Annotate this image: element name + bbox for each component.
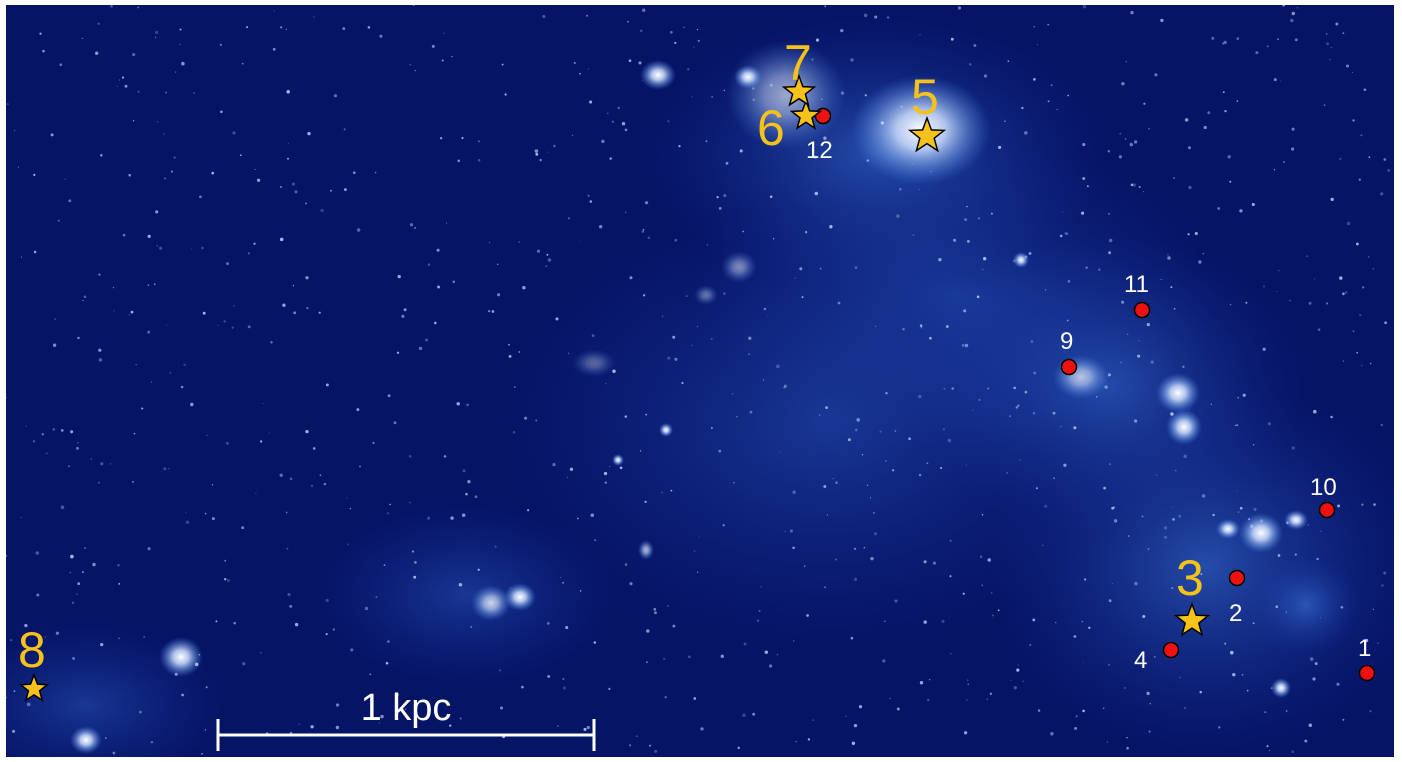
circle-marker-9	[1060, 358, 1078, 376]
star-label-7: 7	[784, 35, 812, 91]
star-marker-7	[781, 73, 817, 107]
circle-marker-10	[1318, 501, 1336, 519]
circle-markers	[814, 107, 1376, 682]
scale-bar-label: 1 kpc	[361, 687, 452, 729]
circle-label-1: 1	[1358, 635, 1371, 662]
scale-bar	[216, 719, 596, 751]
circle-label-10: 10	[1310, 474, 1337, 501]
star-label-5: 5	[911, 69, 939, 125]
circle-label-4: 4	[1134, 647, 1147, 674]
circle-marker-2	[1228, 569, 1246, 587]
circle-label-9: 9	[1060, 328, 1073, 355]
star-label-8: 8	[18, 622, 46, 678]
circle-label-11: 11	[1124, 271, 1149, 298]
star-label-3: 3	[1176, 550, 1204, 606]
star-label-6: 6	[757, 100, 785, 156]
circle-label-2: 2	[1229, 600, 1242, 627]
star-markers	[18, 73, 1211, 703]
star-marker-5	[907, 115, 947, 153]
circle-labels: 1 2 4 9 10 11 12	[806, 137, 1371, 674]
circle-marker-11	[1133, 301, 1151, 319]
star-marker-6	[789, 98, 823, 130]
star-marker-3	[1173, 601, 1211, 637]
circle-marker-1	[1358, 664, 1376, 682]
field-stars	[6, 5, 1391, 755]
galaxy-image: 1 kpc 1 2 4 9 10 11 12 3 5 6 7 8	[6, 5, 1394, 757]
circle-marker-4	[1162, 641, 1180, 659]
star-marker-8	[18, 672, 50, 703]
star-labels: 3 5 6 7 8	[18, 35, 1204, 678]
circle-label-12: 12	[806, 137, 833, 164]
